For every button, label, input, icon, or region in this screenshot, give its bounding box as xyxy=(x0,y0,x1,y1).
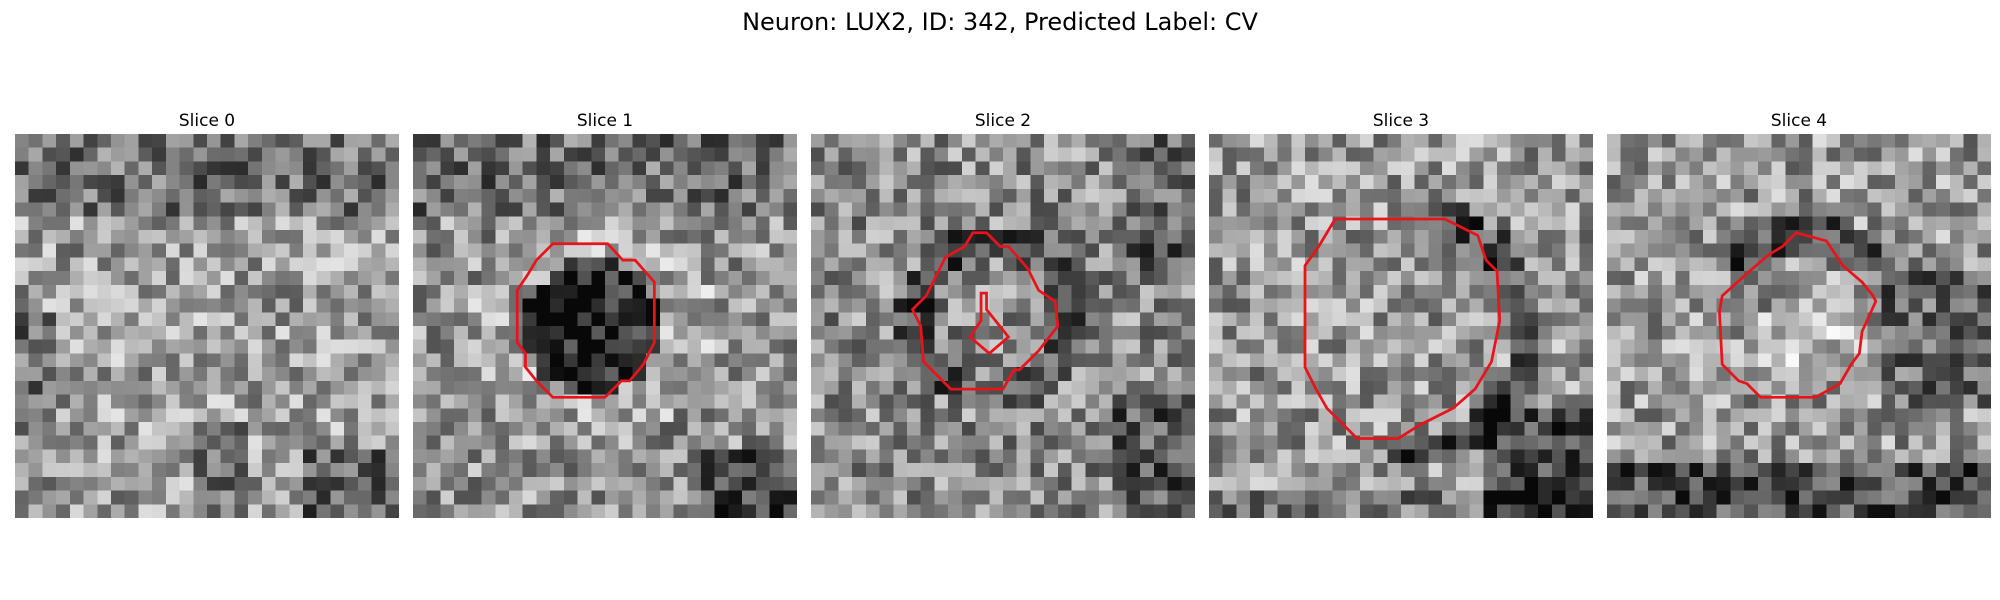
segmentation-contour xyxy=(910,231,1060,391)
slice-image xyxy=(413,134,797,518)
slice-image xyxy=(15,134,399,518)
slice-title: Slice 4 xyxy=(1770,111,1828,131)
segmentation-contour xyxy=(1718,231,1878,399)
slice-title: Slice 2 xyxy=(974,111,1032,131)
slice-image xyxy=(1209,134,1593,518)
slice-panel-0: Slice 0 xyxy=(15,108,399,518)
slice-panel-4: Slice 4 xyxy=(1607,108,1991,518)
figure-title: Neuron: LUX2, ID: 342, Predicted Label: … xyxy=(742,8,1258,36)
slice-image xyxy=(1607,134,1991,518)
slice-title: Slice 1 xyxy=(576,111,634,131)
slice-panel-1: Slice 1 xyxy=(413,108,797,518)
slice-title: Slice 3 xyxy=(1372,111,1430,131)
segmentation-contour xyxy=(1303,217,1502,440)
slice-image xyxy=(811,134,1195,518)
slice-panel-3: Slice 3 xyxy=(1209,108,1593,518)
segmentation-contour xyxy=(515,242,656,399)
slice-title: Slice 0 xyxy=(178,111,236,131)
segmentation-contour xyxy=(968,291,1011,356)
slice-panel-2: Slice 2 xyxy=(811,108,1195,518)
